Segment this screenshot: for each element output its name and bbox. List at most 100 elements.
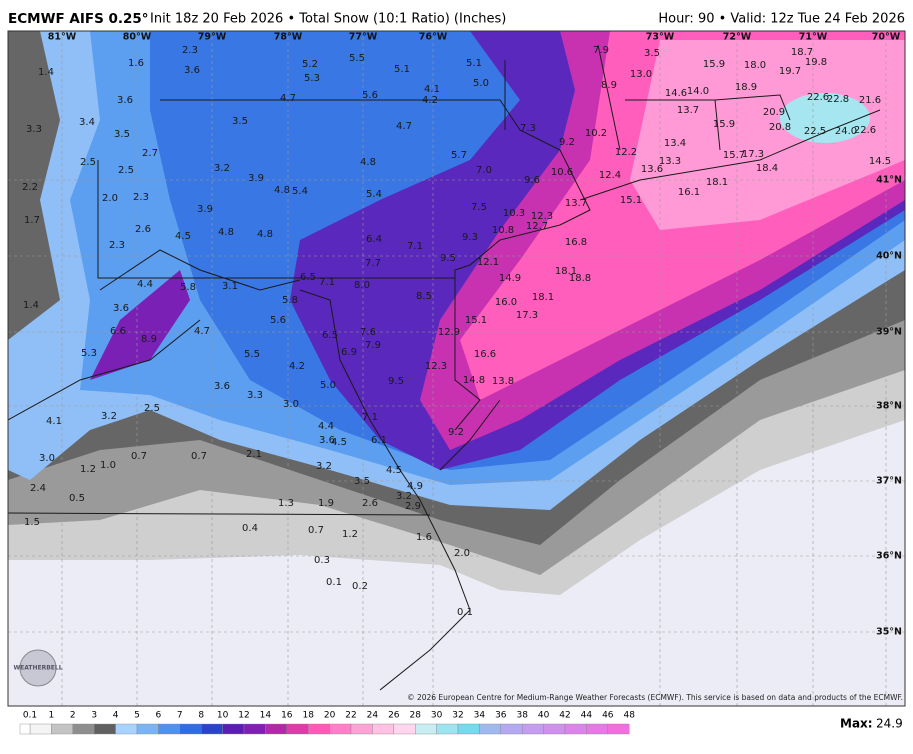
point-value: 0.3 bbox=[314, 555, 330, 566]
point-value: 19.8 bbox=[805, 57, 827, 68]
point-value: 18.0 bbox=[744, 60, 766, 71]
point-value: 7.7 bbox=[365, 258, 381, 269]
point-value: 2.5 bbox=[144, 403, 160, 414]
point-value: 3.3 bbox=[247, 390, 263, 401]
point-value: 6.9 bbox=[341, 347, 357, 358]
point-value: 7.0 bbox=[476, 165, 492, 176]
point-value: 4.4 bbox=[318, 421, 334, 432]
point-value: 6.1 bbox=[371, 435, 387, 446]
colorbar-label: 16 bbox=[281, 711, 293, 721]
copyright: © 2026 European Centre for Medium-Range … bbox=[407, 693, 903, 702]
colorbar-swatch bbox=[243, 723, 266, 735]
colorbar-label: 18 bbox=[302, 711, 314, 721]
point-value: 17.3 bbox=[516, 310, 538, 321]
colorbar-label: 28 bbox=[409, 711, 421, 721]
point-value: 2.0 bbox=[102, 193, 118, 204]
point-value: 4.4 bbox=[137, 279, 153, 290]
point-value: 9.3 bbox=[462, 232, 478, 243]
colorbar-label: 30 bbox=[431, 711, 443, 721]
point-value: 4.2 bbox=[422, 95, 438, 106]
point-value: 15.7 bbox=[723, 150, 745, 161]
point-value: 2.4 bbox=[30, 483, 46, 494]
point-value: 12.3 bbox=[531, 211, 553, 222]
point-value: 5.0 bbox=[320, 380, 336, 391]
point-value: 10.3 bbox=[503, 208, 525, 219]
point-value: 12.4 bbox=[599, 170, 621, 181]
colorbar-swatch bbox=[115, 723, 138, 735]
point-value: 3.2 bbox=[214, 163, 230, 174]
point-value: 2.1 bbox=[246, 449, 262, 460]
point-value: 8.0 bbox=[354, 280, 370, 291]
point-value: 20.8 bbox=[769, 122, 791, 133]
borders bbox=[8, 44, 881, 691]
point-value: 12.9 bbox=[438, 327, 460, 338]
colorbar-label: 6 bbox=[156, 711, 162, 721]
logo: WEATHERBELL bbox=[13, 649, 63, 687]
point-value: 3.2 bbox=[101, 411, 117, 422]
point-value: 6.6 bbox=[110, 326, 126, 337]
point-value: 14.6 bbox=[665, 88, 687, 99]
point-value: 0.7 bbox=[191, 451, 207, 462]
latitude-label: 35°N bbox=[876, 627, 902, 638]
longitude-label: 71°W bbox=[799, 32, 828, 43]
point-value: 4.8 bbox=[257, 229, 273, 240]
point-value: 0.1 bbox=[457, 607, 473, 618]
point-value: 22.6 bbox=[807, 92, 829, 103]
point-value: 5.6 bbox=[270, 315, 286, 326]
point-value: 4.5 bbox=[331, 437, 347, 448]
point-value: 9.2 bbox=[448, 427, 464, 438]
point-value: 3.5 bbox=[644, 48, 660, 59]
colorbar-swatch bbox=[51, 723, 74, 735]
point-value: 3.1 bbox=[222, 281, 238, 292]
point-value: 9.5 bbox=[440, 253, 456, 264]
point-value: 5.6 bbox=[362, 90, 378, 101]
colorbar-label: 8 bbox=[198, 711, 204, 721]
colorbar-label: 3 bbox=[91, 711, 97, 721]
colorbar-swatch bbox=[500, 723, 523, 735]
point-value: 3.2 bbox=[316, 461, 332, 472]
point-value: 24.0 bbox=[835, 126, 857, 137]
point-value: 7.3 bbox=[520, 123, 536, 134]
latitude-label: 36°N bbox=[876, 551, 902, 562]
colorbar-label: 0.1 bbox=[23, 711, 37, 721]
point-value: 7.1 bbox=[319, 277, 335, 288]
point-value: 2.3 bbox=[109, 240, 125, 251]
point-value: 22.5 bbox=[804, 126, 826, 137]
colorbar-label: 2 bbox=[70, 711, 76, 721]
point-value: 1.0 bbox=[100, 460, 116, 471]
point-value: 5.1 bbox=[394, 64, 410, 75]
valid-time: Hour: 90 • Valid: 12z Tue 24 Feb 2026 bbox=[658, 12, 905, 27]
point-value: 5.4 bbox=[292, 186, 308, 197]
latitude-label: 37°N bbox=[876, 476, 902, 487]
point-value: 18.1 bbox=[706, 177, 728, 188]
title: ECMWF AIFS 0.25° bbox=[8, 11, 149, 27]
point-value: 3.6 bbox=[117, 95, 133, 106]
point-value: 16.8 bbox=[565, 237, 587, 248]
latitude-label: 40°N bbox=[876, 251, 902, 262]
longitude-label: 81°W bbox=[48, 32, 77, 43]
subtitle: Init 18z 20 Feb 2026 • Total Snow (10:1 … bbox=[150, 12, 506, 27]
colorbar-label: 44 bbox=[581, 711, 593, 721]
colorbar-label: 40 bbox=[538, 711, 550, 721]
point-value: 3.5 bbox=[232, 116, 248, 127]
latitude-label: 39°N bbox=[876, 327, 902, 338]
point-value: 9.2 bbox=[559, 137, 575, 148]
point-value: 1.2 bbox=[342, 529, 358, 540]
colorbar-label: 36 bbox=[495, 711, 507, 721]
point-value: 4.2 bbox=[289, 361, 305, 372]
point-value: 3.6 bbox=[184, 65, 200, 76]
point-value: 12.7 bbox=[526, 221, 548, 232]
point-value: 2.5 bbox=[80, 157, 96, 168]
map-frame bbox=[7, 30, 906, 707]
point-value: 0.7 bbox=[308, 525, 324, 536]
max-value: 24.9 bbox=[876, 717, 903, 731]
snow-region bbox=[630, 40, 905, 230]
point-value: 5.2 bbox=[302, 59, 318, 70]
point-value: 0.4 bbox=[242, 523, 258, 534]
point-value: 9.5 bbox=[388, 376, 404, 387]
point-value: 15.1 bbox=[465, 315, 487, 326]
point-value: 4.1 bbox=[424, 84, 440, 95]
point-value: 2.7 bbox=[142, 148, 158, 159]
point-value: 12.2 bbox=[615, 147, 637, 158]
colorbar-swatch bbox=[393, 723, 416, 735]
